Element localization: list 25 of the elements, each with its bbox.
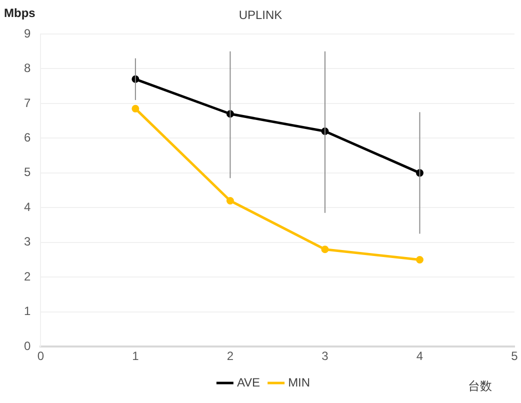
x-axis-title: 台数: [468, 378, 492, 395]
y-tick-label: 9: [24, 26, 31, 40]
y-tick-label: 4: [24, 200, 31, 214]
y-tick-label: 8: [24, 61, 31, 76]
legend-label: MIN: [288, 375, 310, 390]
x-tick-label: 4: [416, 349, 424, 364]
point: [416, 256, 424, 264]
point: [226, 196, 234, 204]
x-tick-label: 3: [322, 349, 329, 364]
y-tick-label: 3: [24, 234, 31, 249]
y-tick-label: 6: [24, 130, 31, 145]
x-tick-label: 5: [511, 349, 518, 364]
legend-label: AVE: [236, 375, 260, 390]
x-tick-label: 0: [37, 349, 44, 364]
y-tick-label: 5: [24, 165, 31, 180]
point: [132, 104, 140, 112]
y-tick-label: 1: [24, 304, 31, 318]
y-tick-label: 0: [24, 338, 31, 353]
y-tick-label: 7: [24, 96, 31, 110]
y-tick-label: 2: [24, 269, 31, 284]
x-tick-label: 2: [226, 349, 234, 364]
x-tick-label: 1: [132, 349, 140, 364]
y-axis-title: Mbps: [4, 6, 36, 20]
chart-title: UPLINK: [238, 8, 282, 22]
point: [321, 246, 329, 254]
